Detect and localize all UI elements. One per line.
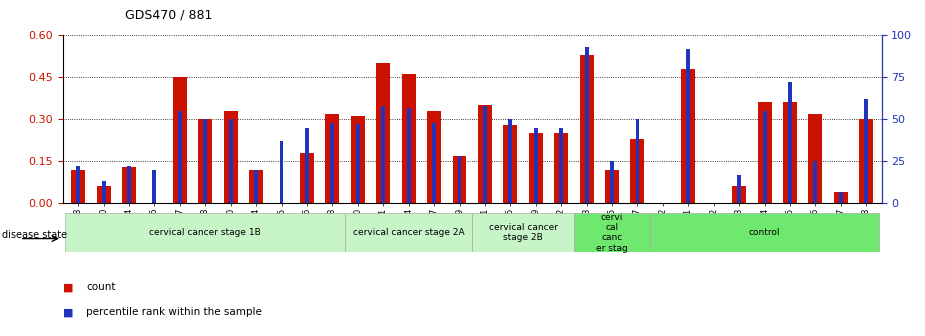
Bar <box>813 161 818 203</box>
Bar <box>326 114 339 203</box>
Text: control: control <box>749 228 781 237</box>
Bar <box>788 82 792 203</box>
Text: cervical cancer stage 1B: cervical cancer stage 1B <box>150 228 261 237</box>
Bar <box>432 123 436 203</box>
Bar <box>305 128 309 203</box>
Bar <box>631 139 645 203</box>
Bar <box>580 55 594 203</box>
Bar <box>682 69 696 203</box>
Bar <box>66 213 345 252</box>
Bar <box>300 153 314 203</box>
Bar <box>574 213 650 252</box>
Bar <box>585 47 588 203</box>
Bar <box>737 175 741 203</box>
Bar <box>783 102 797 203</box>
Bar <box>534 128 537 203</box>
Bar <box>483 106 487 203</box>
Bar <box>228 119 233 203</box>
Bar <box>381 106 385 203</box>
Bar <box>351 117 364 203</box>
Text: cervi
cal
canc
er stag: cervi cal canc er stag <box>597 213 628 253</box>
Bar <box>76 166 80 203</box>
Bar <box>127 166 131 203</box>
Bar <box>610 161 614 203</box>
Bar <box>122 167 136 203</box>
Bar <box>808 114 822 203</box>
Text: disease state: disease state <box>2 230 67 240</box>
Bar <box>102 181 105 203</box>
Bar <box>279 141 283 203</box>
Bar <box>733 186 746 203</box>
Text: percentile rank within the sample: percentile rank within the sample <box>86 307 262 318</box>
Bar <box>249 170 263 203</box>
Bar <box>427 111 441 203</box>
Bar <box>458 156 462 203</box>
Bar <box>71 170 85 203</box>
Bar <box>509 119 512 203</box>
Bar <box>650 213 879 252</box>
Bar <box>503 125 517 203</box>
Bar <box>452 156 466 203</box>
Text: count: count <box>86 282 116 292</box>
Text: cervical cancer stage 2A: cervical cancer stage 2A <box>352 228 464 237</box>
Bar <box>224 111 238 203</box>
Bar <box>529 133 543 203</box>
Bar <box>345 213 473 252</box>
Bar <box>758 102 771 203</box>
Bar <box>198 119 212 203</box>
Bar <box>635 119 639 203</box>
Bar <box>254 170 258 203</box>
Text: ■: ■ <box>63 307 73 318</box>
Bar <box>833 192 848 203</box>
Bar <box>204 119 207 203</box>
Text: GDS470 / 881: GDS470 / 881 <box>125 8 212 22</box>
Bar <box>839 192 843 203</box>
Bar <box>605 170 619 203</box>
Text: ■: ■ <box>63 282 73 292</box>
Bar <box>173 77 187 203</box>
Bar <box>401 75 415 203</box>
Bar <box>478 105 492 203</box>
Bar <box>407 108 411 203</box>
Bar <box>96 186 111 203</box>
Text: cervical cancer
stage 2B: cervical cancer stage 2B <box>488 223 558 242</box>
Bar <box>178 111 182 203</box>
Bar <box>864 99 869 203</box>
Bar <box>153 170 156 203</box>
Bar <box>560 128 563 203</box>
Bar <box>472 213 574 252</box>
Bar <box>762 111 767 203</box>
Bar <box>376 63 390 203</box>
Bar <box>686 49 690 203</box>
Bar <box>554 133 568 203</box>
Bar <box>330 123 334 203</box>
Bar <box>356 124 360 203</box>
Bar <box>859 119 873 203</box>
